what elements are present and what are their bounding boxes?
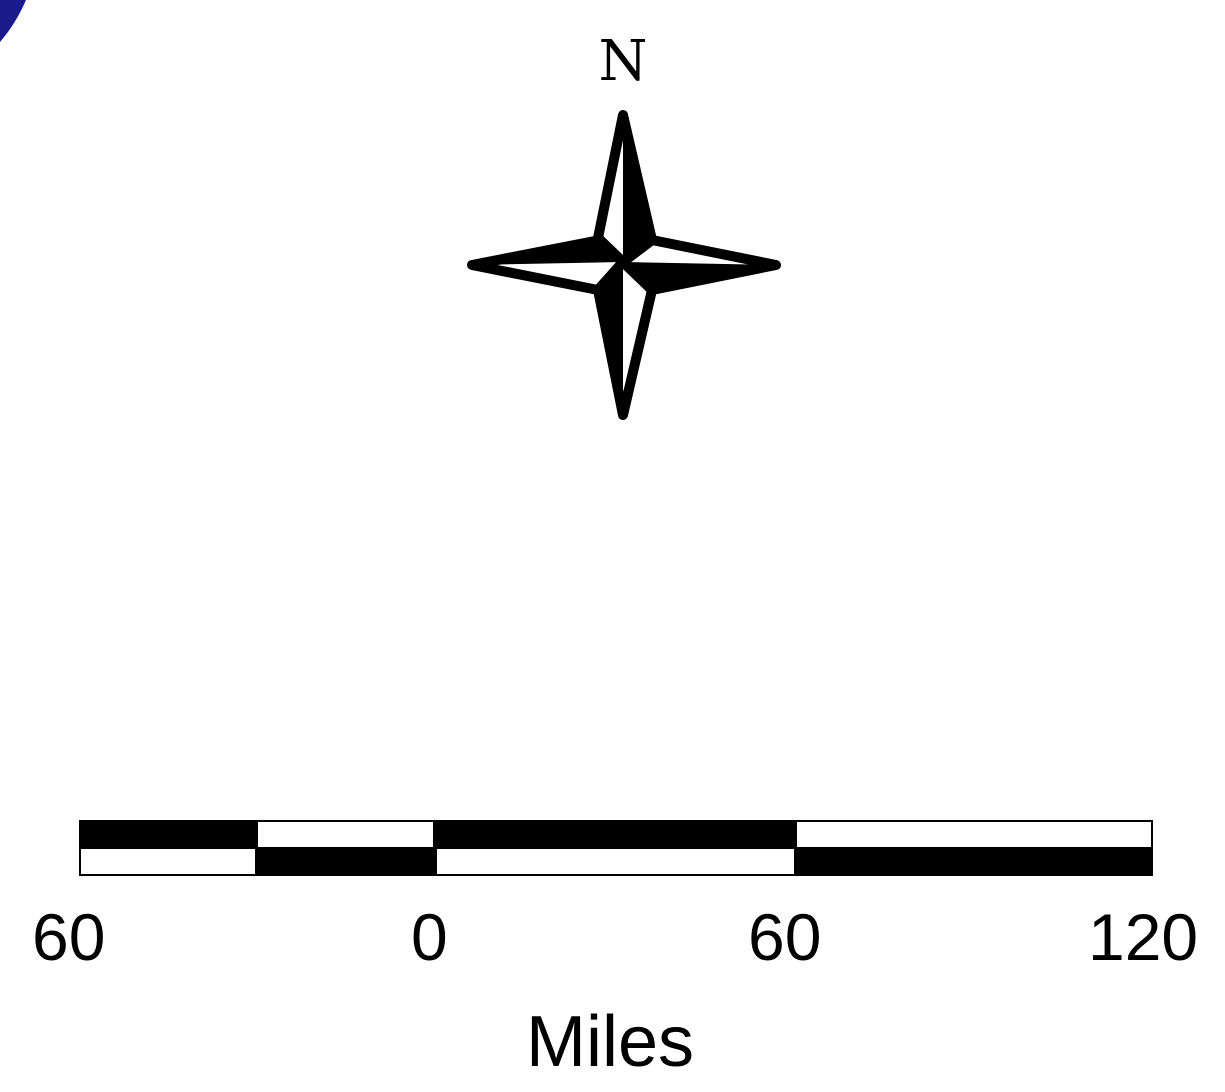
scale-segment: [433, 821, 797, 848]
scale-tick-label: 60: [32, 900, 106, 974]
scale-tick-label: 0: [411, 900, 448, 974]
scale-tick-label: 120: [1088, 900, 1199, 974]
north-label: N: [598, 29, 648, 94]
scale-segment: [255, 848, 437, 875]
map-feature-fragment: [0, 0, 26, 42]
scale-units-label: Miles: [525, 1002, 694, 1082]
scale-tick-label: 60: [748, 900, 822, 974]
scale-segment: [794, 848, 1152, 875]
scale-segment: [80, 821, 258, 848]
